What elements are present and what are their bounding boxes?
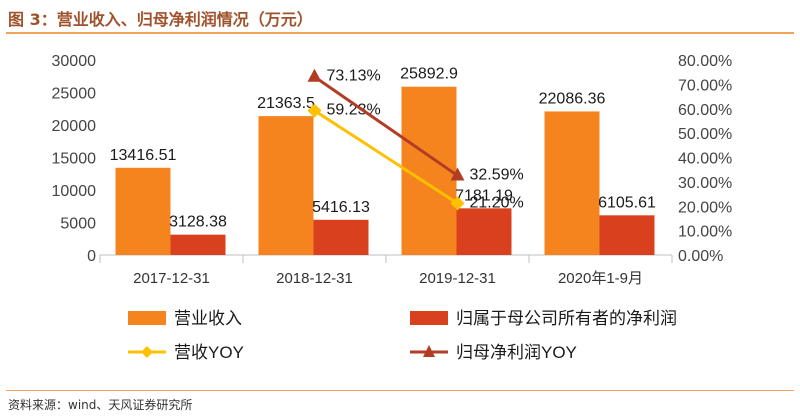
revenue-data-label: 22086.36 — [539, 90, 606, 107]
revenue-bar — [401, 86, 457, 255]
y-left-tick-label: 30000 — [52, 53, 97, 70]
y-left-tick-label: 0 — [87, 248, 96, 265]
x-category-label: 2018-12-31 — [276, 270, 353, 287]
legend-label: 归属于母公司所有者的净利润 — [456, 309, 677, 328]
profit-bar — [456, 208, 512, 255]
combo-chart: 0 5000 10000 15000 20000 25000 30000 0.00% 10.00… — [52, 53, 733, 362]
y-right-tick-label: 50.00% — [678, 126, 732, 143]
profit-yoy-line — [313, 75, 459, 177]
y-right-tick-label: 30.00% — [678, 175, 732, 192]
profit-bar — [599, 215, 655, 255]
profit-data-label: 7181.19 — [455, 187, 513, 204]
title-divider — [6, 32, 794, 34]
revenue-data-label: 25892.9 — [400, 66, 458, 83]
revenue-yoy-point — [450, 196, 465, 211]
figure-title: 图 3：营业收入、归母净利润情况（万元） — [8, 10, 313, 29]
profit-bar — [313, 219, 369, 255]
profit-yoy-label: 32.59% — [470, 167, 524, 184]
profit-bar — [170, 234, 226, 255]
profit-data-label: 6105.61 — [598, 194, 656, 211]
y-left-tick-label: 25000 — [52, 86, 97, 103]
legend-label: 营业收入 — [174, 309, 242, 328]
y-right-tick-label: 10.00% — [678, 224, 732, 241]
source-divider — [6, 390, 794, 391]
legend-label: 归母净利润YOY — [456, 343, 577, 362]
y-right-tick-label: 40.00% — [678, 151, 732, 168]
y-left-tick-label: 10000 — [52, 183, 97, 200]
source-note: 资料来源：wind、天风证券研究所 — [8, 398, 193, 412]
revenue-data-label: 21363.5 — [257, 95, 315, 112]
y-right-tick-label: 60.00% — [678, 102, 732, 119]
revenue-yoy-label: 21.20% — [470, 194, 524, 211]
profit-data-label: 3128.38 — [169, 214, 227, 231]
profit-yoy-point — [450, 167, 465, 181]
revenue-data-label: 13416.51 — [110, 147, 177, 164]
revenue-yoy-line — [313, 109, 459, 205]
revenue-bar — [544, 111, 600, 255]
y-right-tick-label: 80.00% — [678, 53, 732, 70]
legend-marker — [423, 345, 435, 357]
y-left-tick-label: 20000 — [52, 118, 97, 135]
y-left-tick-label: 15000 — [52, 151, 97, 168]
profit-yoy-label: 73.13% — [327, 68, 381, 85]
revenue-bar — [258, 116, 314, 255]
x-category-label: 2019-12-31 — [419, 270, 496, 287]
legend-marker — [141, 346, 153, 358]
y-right-tick-label: 70.00% — [678, 77, 732, 94]
y-left-tick-label: 5000 — [60, 216, 96, 233]
profit-yoy-point — [307, 68, 322, 82]
y-right-tick-label: 0.00% — [678, 248, 723, 265]
y-right-tick-label: 20.00% — [678, 199, 732, 216]
x-category-label: 2020年1-9月 — [558, 270, 643, 287]
revenue-yoy-point — [307, 103, 322, 118]
revenue-bar — [115, 167, 171, 255]
x-category-label: 2017-12-31 — [133, 270, 210, 287]
legend-label: 营收YOY — [174, 343, 244, 362]
legend-swatch — [410, 311, 448, 325]
legend-swatch — [128, 311, 166, 325]
profit-data-label: 5416.13 — [312, 199, 370, 216]
